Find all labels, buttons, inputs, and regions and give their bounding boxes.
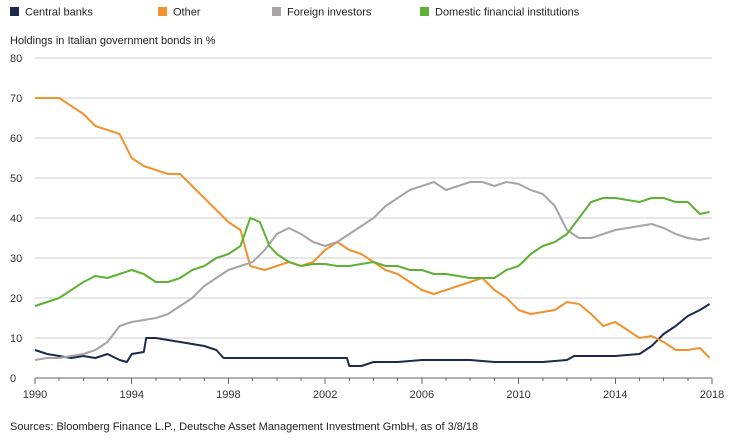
x-tick-label: 2002	[313, 389, 337, 401]
x-tick-label: 2018	[700, 389, 724, 401]
series-line-central-banks	[34, 303, 711, 367]
y-tick-label: 10	[10, 333, 22, 345]
legend-swatch-other	[158, 7, 167, 16]
x-axis: 1990 1994 1998 2002 2006 2010 2014 2018	[23, 377, 724, 401]
legend-swatch-central-banks	[10, 7, 19, 16]
y-tick-label: 50	[10, 173, 22, 185]
y-tick-label: 20	[10, 293, 22, 305]
x-tick-label: 2014	[603, 389, 627, 401]
y-tick-label: 40	[10, 213, 22, 225]
x-tick-label: 2010	[506, 389, 530, 401]
legend-label-domestic-financial-institutions: Domestic financial institutions	[435, 7, 580, 19]
y-tick-label: 0	[10, 373, 16, 385]
legend-swatch-domestic-financial-institutions	[420, 7, 429, 16]
y-tick-label: 70	[10, 93, 22, 105]
x-tick-label: 1990	[23, 389, 47, 401]
y-tick-label: 30	[10, 253, 22, 265]
x-tick-label: 1998	[216, 389, 240, 401]
y-tick-label: 80	[10, 53, 22, 65]
series-line-other	[35, 97, 711, 359]
y-axis-ticks: 0 10 20 30 40 50 60 70 80	[10, 53, 22, 385]
x-tick-label: 1994	[119, 389, 143, 401]
series-line-domestic-financial-institutions	[34, 197, 710, 307]
y-axis-title: Holdings in Italian government bonds in …	[10, 35, 216, 47]
series-line-foreign-investors	[34, 181, 710, 361]
source-note: Sources: Bloomberg Finance L.P., Deutsch…	[10, 421, 478, 433]
y-tick-label: 60	[10, 133, 22, 145]
x-tick-label: 2006	[410, 389, 434, 401]
legend-swatch-foreign-investors	[272, 7, 281, 16]
legend-label-central-banks: Central banks	[25, 7, 93, 19]
legend-label-other: Other	[173, 7, 201, 19]
legend-label-foreign-investors: Foreign investors	[287, 7, 372, 19]
legend: Central banks Other Foreign investors Domes…	[10, 7, 580, 19]
series-lines	[34, 97, 711, 367]
